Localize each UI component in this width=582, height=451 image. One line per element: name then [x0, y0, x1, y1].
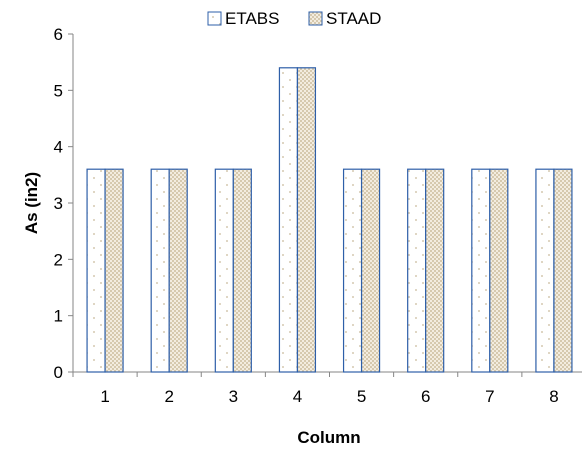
x-tick-label: 8 [549, 387, 558, 406]
y-tick-label: 1 [54, 307, 63, 326]
bar-staad-3 [232, 168, 252, 373]
x-tick-label: 5 [357, 387, 366, 406]
legend-label-etabs: ETABS [225, 9, 279, 28]
bar-staad-4 [296, 67, 317, 373]
x-axis-title: Column [297, 428, 360, 447]
bar-staad-8 [553, 168, 573, 373]
x-tick-label: 4 [293, 387, 302, 406]
legend-swatch-staad [308, 11, 323, 26]
bar-etabs-8 [535, 168, 555, 373]
legend-label-staad: STAAD [326, 9, 381, 28]
y-axis-ticks: 0 1 2 3 4 5 6 [54, 25, 73, 382]
y-tick-label: 0 [54, 363, 63, 382]
bar-etabs-7 [471, 168, 491, 373]
bar-etabs-3 [214, 168, 234, 373]
bar-staad-7 [489, 168, 509, 373]
bar-staad-6 [425, 168, 445, 373]
x-tick-label: 6 [421, 387, 430, 406]
y-tick-label: 5 [54, 81, 63, 100]
y-tick-label: 4 [54, 138, 63, 157]
legend-swatch-etabs [207, 11, 222, 26]
x-axis-ticks: 1 2 3 4 5 6 7 8 [72, 372, 559, 406]
legend: ETABS STAAD [207, 9, 381, 28]
bar-etabs-5 [342, 168, 363, 373]
y-axis-title: As (in2) [22, 172, 41, 234]
bar-etabs-6 [407, 168, 427, 373]
y-tick-label: 3 [54, 194, 63, 213]
x-tick-label: 2 [164, 387, 173, 406]
bar-staad-1 [104, 168, 124, 373]
x-tick-label: 1 [100, 387, 109, 406]
bar-etabs-2 [150, 168, 170, 373]
bars [86, 67, 573, 373]
y-tick-label: 6 [54, 25, 63, 44]
y-tick-label: 2 [54, 250, 63, 269]
bar-staad-2 [168, 168, 188, 373]
x-tick-label: 7 [485, 387, 494, 406]
bar-etabs-4 [278, 67, 299, 373]
x-tick-label: 3 [229, 387, 238, 406]
bar-staad-5 [360, 168, 381, 373]
bar-etabs-1 [86, 168, 106, 373]
